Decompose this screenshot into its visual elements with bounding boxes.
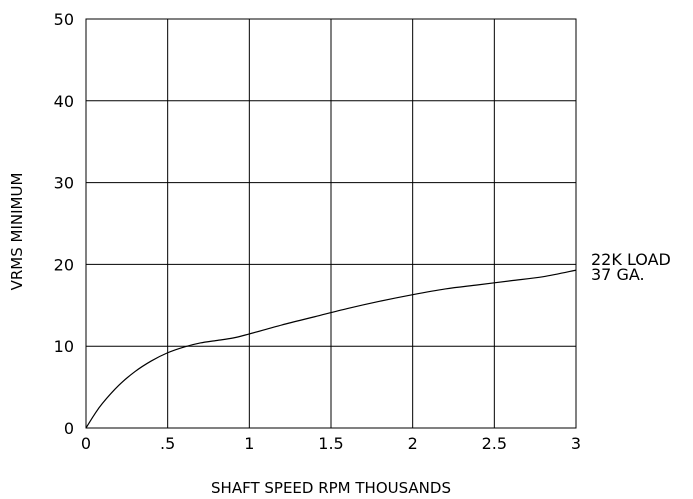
x-tick-label: 1.5 [318, 434, 343, 453]
y-tick-labels: 0 10 20 30 40 50 [54, 10, 74, 438]
plot-frame [85, 18, 577, 429]
x-tick-label: 1 [244, 434, 254, 453]
x-axis-label: SHAFT SPEED RPM THOUSANDS [211, 479, 451, 497]
annotation-gauge: 37 GA. [591, 265, 645, 284]
y-tick-label: 20 [54, 255, 74, 274]
y-tick-label: 10 [54, 337, 74, 356]
x-tick-labels: 0 .5 1 1.5 2 2.5 3 [81, 434, 581, 453]
x-tick-label: 2 [408, 434, 418, 453]
x-tick-label: 3 [571, 434, 581, 453]
y-tick-label: 30 [54, 174, 74, 193]
grid [85, 18, 577, 429]
data-line [85, 269, 577, 429]
y-axis-label: VRMS MINIMUM [8, 173, 26, 291]
y-tick-label: 0 [64, 419, 74, 438]
y-tick-label: 50 [54, 10, 74, 29]
x-tick-label: 0 [81, 434, 91, 453]
annotation-load: 22K LOAD [591, 250, 671, 269]
y-tick-label: 40 [54, 92, 74, 111]
x-tick-label: .5 [160, 434, 175, 453]
x-tick-label: 2.5 [482, 434, 507, 453]
